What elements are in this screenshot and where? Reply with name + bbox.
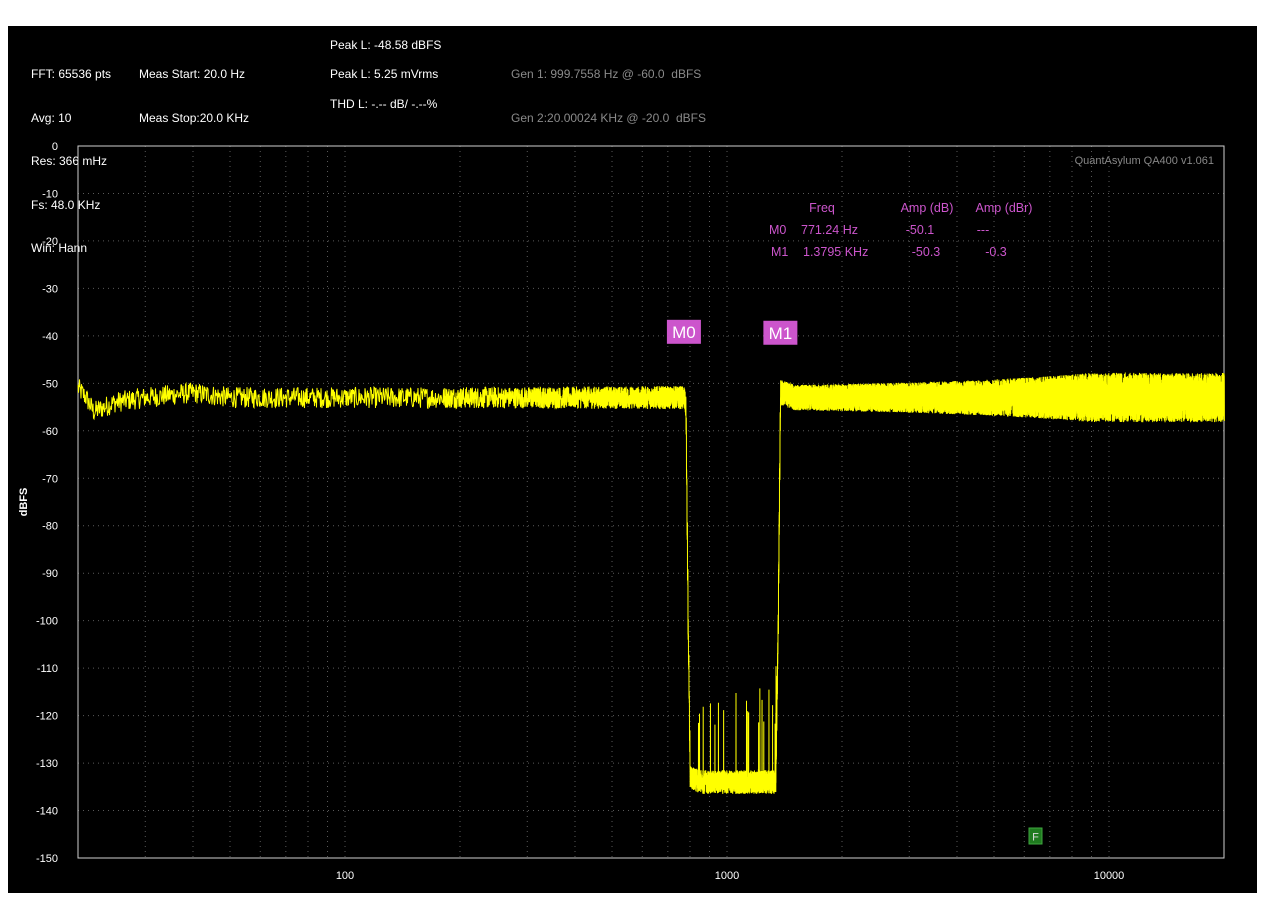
y-tick-label: -80: [42, 521, 58, 533]
averages-readout: Avg: 10: [31, 110, 72, 125]
thd-readout: THD L: -.-- dB/ -.--%: [330, 97, 438, 111]
y-axis-label: dBFS: [18, 488, 30, 517]
spectrum-trace: [77, 372, 1225, 795]
y-tick-label: -100: [36, 616, 58, 628]
y-tick-label: -120: [36, 711, 58, 723]
resolution-readout: Res: 366 mHz: [31, 154, 108, 168]
y-tick-label: -30: [42, 283, 58, 295]
marker-label-box: [666, 319, 701, 344]
marker-row-amp-db: -50.1: [906, 223, 935, 237]
y-tick-label: -140: [36, 806, 58, 818]
plot-frame: [77, 145, 1225, 859]
y-tick-label: -70: [42, 473, 58, 485]
marker-label-text: M0: [672, 323, 696, 342]
x-tick-label: 1000: [715, 870, 739, 882]
watermark: QuantAsylum QA400 v1.061: [1075, 155, 1214, 167]
peak-dbfs-readout: Peak L: -48.58 dBFS: [330, 38, 442, 52]
meas-stop-readout: Meas Stop:20.0 KHz: [139, 110, 250, 125]
y-tick-label: -10: [42, 188, 58, 200]
y-tick-label: -40: [42, 331, 58, 343]
marker-row-name: M1: [771, 245, 788, 259]
x-tick-label: 10000: [1094, 870, 1125, 882]
spectrum-chart[interactable]: 0 -10 -20 -30 -40 -50 -60 -70 -80 -90 -100 -110 -120…: [8, 26, 1257, 893]
y-tick-label: -110: [37, 663, 58, 675]
y-tick-label: -50: [42, 378, 58, 390]
measurement-range-block: Meas Start: 20.0 Hz Meas Stop:20.0 KHz: [139, 38, 249, 154]
x-axis-ticks: 100 1000 10000: [336, 870, 1124, 882]
y-tick-label: 0: [52, 141, 58, 153]
y-axis-ticks: 0 -10 -20 -30 -40 -50 -60 -70 -80 -90 -100 -110 -120…: [36, 141, 58, 865]
sample-rate-readout: Fs: 48.0 KHz: [31, 197, 101, 212]
marker-row-freq: 1.3795 KHz: [803, 245, 868, 259]
y-tick-label: -20: [42, 236, 58, 248]
gen1-readout: Gen 1: 999.7558 Hz @ -60.0 dBFS: [511, 67, 702, 81]
y-tick-label: -130: [36, 758, 58, 770]
marker-row-amp-dbr: -0.3: [985, 245, 1007, 259]
fft-settings-block: FFT: 65536 pts Avg: 10 Res: 366 mHz Fs: …: [31, 38, 111, 285]
y-tick-label: -150: [36, 853, 58, 865]
filter-button[interactable]: F: [1028, 827, 1043, 845]
plot-grid: [78, 146, 1224, 858]
marker-table-header-amp-dbr: Amp (dBr): [976, 201, 1033, 215]
fft-points-readout: FFT: 65536 pts: [31, 67, 112, 81]
y-tick-label: -60: [42, 426, 58, 438]
marker-table-header-amp-db: Amp (dB): [901, 201, 954, 215]
marker-label[interactable]: M0: [666, 319, 701, 344]
x-tick-label: 100: [336, 870, 354, 882]
generator-block: Gen 1: 999.7558 Hz @ -60.0 dBFS Gen 2:20…: [511, 38, 706, 154]
marker-row-freq: 771.24 Hz: [801, 223, 858, 237]
marker-label[interactable]: M1: [763, 320, 798, 345]
marker-label-box: [763, 320, 798, 345]
gen2-readout: Gen 2:20.00024 KHz @ -20.0 dBFS: [511, 110, 706, 125]
analyzer-window: FFT: 65536 pts Avg: 10 Res: 366 mHz Fs: …: [8, 26, 1257, 893]
marker-table-header-freq: Freq: [809, 201, 835, 215]
peak-vrms-readout: Peak L: 5.25 mVrms: [330, 67, 439, 81]
filter-button-label: F: [1032, 832, 1039, 844]
marker-labels: M0 M1: [666, 319, 798, 345]
window-readout: Win: Hann: [31, 241, 88, 255]
marker-row-amp-db: -50.3: [912, 245, 941, 259]
meas-start-readout: Meas Start: 20.0 Hz: [139, 67, 246, 81]
marker-row-name: M0: [769, 223, 786, 237]
marker-row-amp-dbr: ---: [977, 223, 990, 237]
marker-table: Freq Amp (dB) Amp (dBr) M0 771.24 Hz -50…: [769, 201, 1032, 259]
y-tick-label: -90: [42, 568, 58, 580]
marker-label-text: M1: [769, 324, 793, 343]
